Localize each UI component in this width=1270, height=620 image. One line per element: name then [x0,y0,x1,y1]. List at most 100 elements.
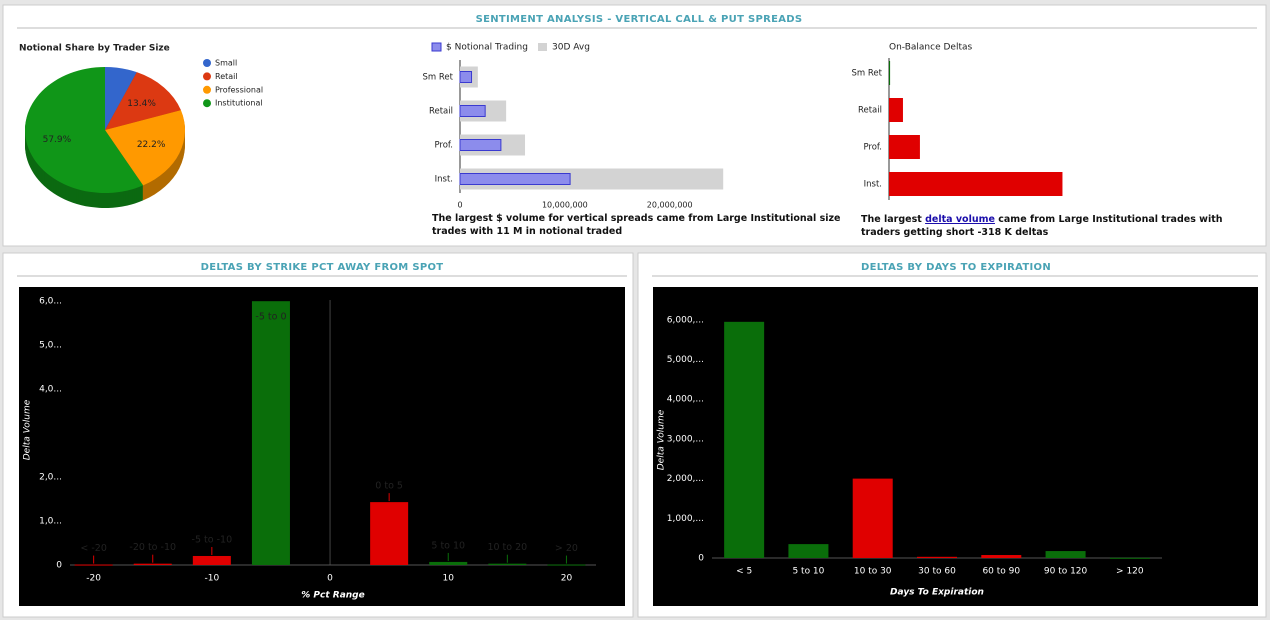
y-axis-title: Delta Volume [657,409,667,470]
bar [488,563,527,565]
bar [852,478,893,558]
y-tick-label: Sm Ret [852,69,883,79]
bar [788,544,829,558]
caption: The largest $ volume for vertical spread… [432,213,841,237]
x-tick-label: -10 [204,574,219,584]
legend-label: Small [215,59,237,68]
value-label: 57.9% [43,135,72,145]
bar [459,71,473,83]
x-tick-label: 90 to 120 [1044,567,1088,577]
legend-swatch [203,59,211,67]
bar-label: 5 to 10 [431,540,465,551]
bar [251,301,290,565]
bar-label: -5 to -10 [192,534,233,545]
x-axis-title: Days To Expiration [890,588,984,598]
y-tick-label: 6,0... [39,297,62,307]
legend-label: 30D Avg [552,43,590,53]
bar [1045,551,1086,558]
y-tick-label: 4,000,... [667,395,704,405]
y-tick-label: 4,0... [39,385,62,395]
pie-slice [105,67,137,130]
y-tick-label: 3,000,... [667,434,704,444]
bar-label: 0 to 5 [375,481,403,492]
bar [459,105,486,117]
x-tick-label: 0 [457,201,462,210]
legend-swatch [203,85,211,94]
x-tick-label: < 5 [736,567,752,577]
chart-background [19,287,625,606]
bar-label: -20 to -10 [129,542,176,553]
x-tick-label: 60 to 90 [982,567,1020,577]
bar [547,564,586,566]
pie-slice [105,110,185,186]
x-tick-label: 5 to 10 [792,567,824,577]
caption: The largest delta volume came from Large… [861,213,1261,239]
y-tick-label: 5,000,... [667,355,704,365]
x-tick-label: 30 to 60 [918,567,956,577]
legend-label: Retail [215,72,238,81]
y-axis-title: Delta Volume [23,399,33,460]
y-tick-label: Retail [858,106,882,116]
y-tick-label: 2,000,... [667,474,704,484]
caption-text: The largest [861,214,922,225]
legend-swatch [203,99,211,108]
y-tick-label: Inst. [435,175,453,185]
bar [889,135,920,159]
caption-text: came from Large Institutional trades wit… [861,214,1223,238]
y-tick-label: Sm Ret [423,73,454,83]
y-tick-label: 0 [698,554,704,564]
bar [192,555,231,565]
x-tick-label: > 120 [1116,567,1144,577]
y-tick-label: Retail [429,107,453,117]
bar-label: -5 to 0 [255,312,286,323]
y-tick-label: 1,000,... [667,514,704,524]
legend-label: $ Notional Trading [446,43,528,53]
bar [917,556,957,558]
x-tick-label: 10,000,000 [542,201,588,210]
legend-swatch [203,72,211,81]
panel-title: DELTAS BY DAYS TO EXPIRATION [861,262,1051,273]
bar-label: > 20 [555,543,578,554]
legend-label: Professional [215,85,263,94]
chart-title: Notional Share by Trader Size [19,44,170,54]
bar [889,172,1063,196]
bar-label: < -20 [80,543,107,554]
pie-slice [25,67,144,193]
y-tick-label: 6,000,... [667,315,704,325]
x-tick-label: 0 [327,574,333,584]
y-tick-label: Prof. [434,141,453,151]
bar [133,563,172,565]
legend-label: Institutional [215,99,263,108]
legend-swatch [538,43,547,51]
bar [889,61,891,85]
x-tick-label: 10 [443,574,455,584]
bar [459,173,571,185]
bar [981,555,1022,558]
link[interactable]: delta volume [925,214,995,225]
panel-title: DELTAS BY STRIKE PCT AWAY FROM SPOT [201,262,444,273]
chart-title: On-Balance Deltas [889,43,972,53]
bar [370,502,409,565]
value-label: 22.2% [137,140,166,150]
panel-title: SENTIMENT ANALYSIS - VERTICAL CALL & PUT… [476,14,803,25]
y-tick-label: 2,0... [39,473,62,483]
bar [1109,557,1150,559]
y-tick-label: Prof. [863,143,882,153]
y-tick-label: 1,0... [39,517,62,527]
value-label: 13.4% [127,99,156,109]
x-tick-label: 20,000,000 [647,201,693,210]
bar-label: 10 to 20 [487,542,527,553]
y-tick-label: Inst. [864,180,882,190]
x-tick-label: 10 to 30 [854,567,892,577]
bar [459,139,502,151]
bar [889,98,903,122]
y-tick-label: 5,0... [39,341,62,351]
pie-slice [105,72,181,130]
x-tick-label: -20 [86,574,101,584]
panel [2,4,1267,247]
x-tick-label: 20 [561,574,573,584]
bar [724,321,765,558]
y-tick-label: 0 [56,561,62,571]
